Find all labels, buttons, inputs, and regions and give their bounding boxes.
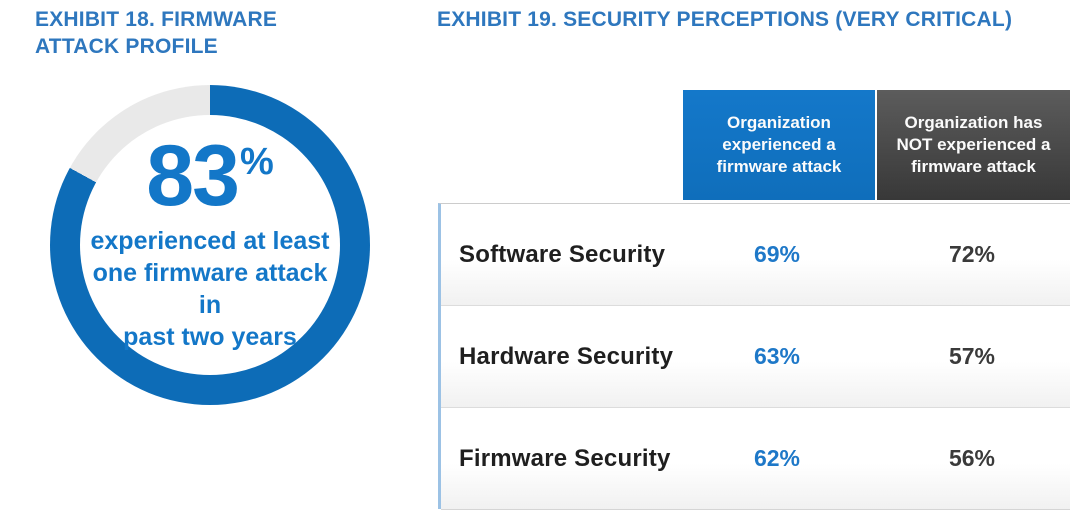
cell-not-experienced-value: 57% [948, 343, 996, 369]
donut-center: 83 % experienced at least one firmware a… [80, 115, 340, 375]
donut-caption-line2: one firmware attack in [92, 258, 328, 319]
exhibit-18-title-line2: ATTACK PROFILE [35, 35, 218, 58]
security-perceptions-table: Software Security 69% 72% Hardware Secur… [438, 203, 1070, 510]
exhibit-18-title-line1: EXHIBIT 18. FIRMWARE [35, 8, 278, 31]
cell-experienced-value: 62% [753, 445, 801, 471]
column-header-not-experienced-attack: Organization has NOT experienced a firmw… [877, 90, 1070, 200]
cell-experienced-value: 63% [753, 343, 801, 369]
donut-caption: experienced at least one firmware attack… [80, 225, 340, 353]
exhibit-18-title: EXHIBIT 18. FIRMWARE ATTACK PROFILE [35, 6, 295, 60]
donut-center-value: 83 % [146, 128, 274, 225]
exhibit-19-title: EXHIBIT 19. SECURITY PERCEPTIONS (VERY C… [437, 8, 1013, 31]
column-header-experienced-attack: Organization experienced a firmware atta… [683, 90, 875, 200]
donut-percentage-sign: % [239, 141, 274, 184]
table-column-headers: Organization experienced a firmware atta… [683, 90, 1070, 200]
firmware-attack-donut-chart: 83 % experienced at least one firmware a… [50, 85, 370, 405]
row-label: Firmware Security [459, 444, 671, 472]
cell-not-experienced-value: 56% [948, 445, 996, 471]
donut-caption-line3: past two years [123, 322, 297, 351]
donut-percentage-number: 83 [146, 128, 240, 225]
row-label: Software Security [459, 240, 666, 268]
donut-caption-line1: experienced at least [90, 226, 330, 255]
cell-not-experienced-value: 72% [948, 241, 996, 267]
table-row-software-security: Software Security 69% 72% [441, 204, 1070, 306]
row-label: Hardware Security [459, 342, 674, 370]
cell-experienced-value: 69% [753, 241, 801, 267]
table-row-hardware-security: Hardware Security 63% 57% [441, 306, 1070, 408]
table-row-firmware-security: Firmware Security 62% 56% [441, 408, 1070, 510]
